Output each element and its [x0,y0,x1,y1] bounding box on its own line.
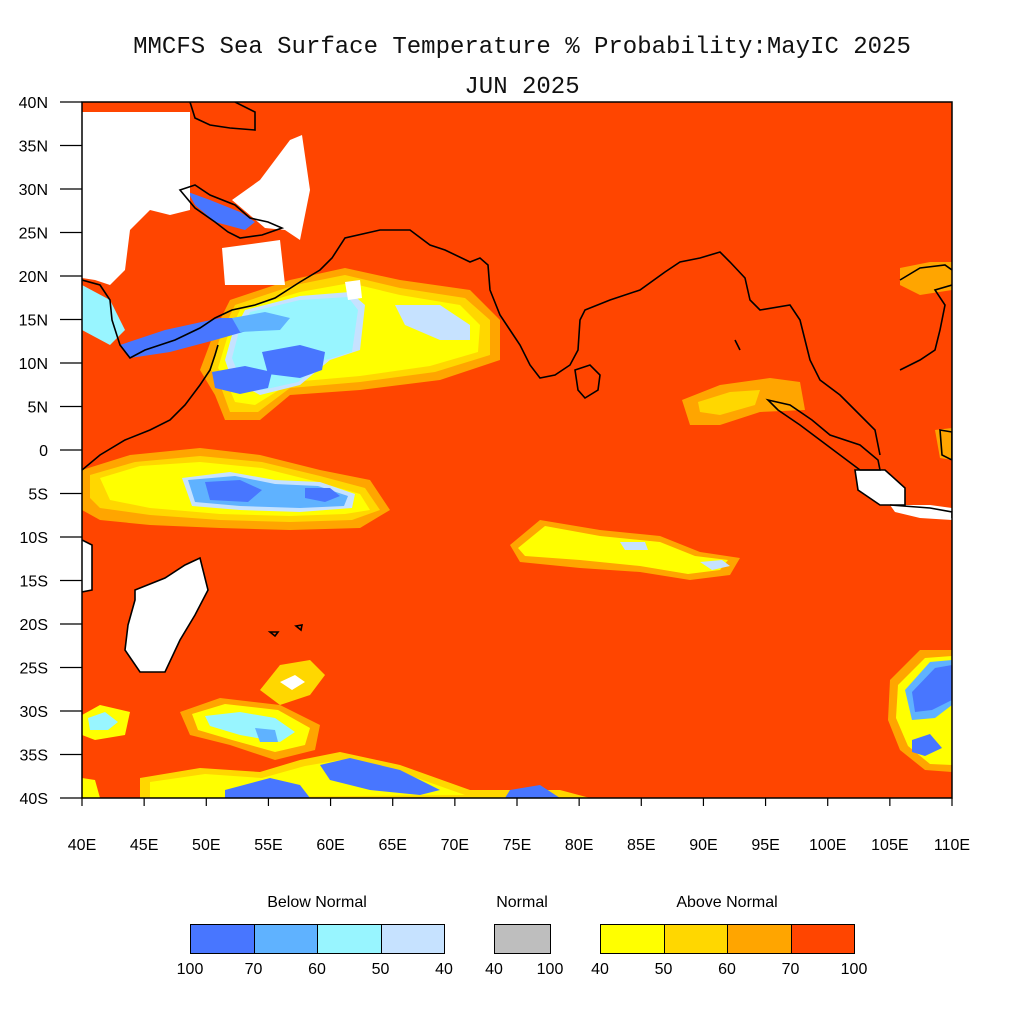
x-axis-ticks: 40E 45E 50E 55E 60E 65E 70E 75E 80E 85E 90E 95E 100E… [68,798,970,854]
legend-label: 60 [718,961,736,978]
legend-title-normal: Normal [496,894,548,911]
land-africa-coast [82,540,92,592]
legend-swatch [790,924,855,954]
andaman-yellow [935,428,952,460]
y-tick-label: 30N [19,182,48,199]
legend-label: 50 [654,961,673,978]
x-tick-label: 110E [934,837,970,854]
legend-label: 100 [176,961,204,978]
legend-swatch [380,924,445,954]
legend-label: 40 [435,961,453,978]
legend-label: 100 [536,961,564,978]
y-tick-label: 5S [28,487,48,504]
legend-label: 70 [244,961,263,978]
legend-title-below: Below Normal [267,894,367,911]
central-south-patch [620,542,648,550]
land-arabia [82,112,190,285]
x-tick-label: 55E [254,837,282,854]
y-tick-label: 40N [19,95,48,112]
equatorial-west-blue [205,480,262,502]
x-tick-label: 105E [871,837,908,854]
red-sea-strip [82,285,125,345]
y-tick-label: 15S [20,574,48,591]
y-tick-label: 20N [19,269,48,286]
y-tick-label: 15N [19,313,48,330]
x-tick-label: 85E [627,837,655,854]
y-tick-label: 25N [19,226,48,243]
south-blob-c-cyan [88,712,118,730]
south-bottom-blue-2 [225,778,310,798]
south-left-yellow [82,778,100,798]
x-tick-label: 90E [689,837,717,854]
legend-swatch [727,924,792,954]
x-tick-label: 45E [130,837,158,854]
legend-label: 100 [840,961,868,978]
legend-label: 70 [781,961,800,978]
equatorial-west-blue-2 [305,488,340,502]
southeast-blue [912,665,952,712]
persian-gulf-blue [188,192,255,230]
indochina-strip [900,262,952,295]
legend-label: 50 [371,961,390,978]
y-tick-label: 10N [19,356,48,373]
arabian-sea-blue-1 [262,345,325,378]
legend-swatch [494,924,551,954]
south-blob-b-white [280,675,305,690]
arabian-sea-lightgrey [395,305,470,340]
y-tick-label: 0 [39,443,48,460]
x-tick-label: 65E [378,837,406,854]
chart-title: MMCFS Sea Surface Temperature % Probabil… [133,34,911,61]
gulf-aden-lightblue [232,312,290,332]
bay-bengal-yellow [698,390,760,415]
legend-swatch [190,924,255,954]
legend-label: 60 [308,961,326,978]
y-tick-label: 35N [19,139,48,156]
coastlines [82,102,952,673]
y-tick-label: 35S [20,748,48,765]
south-bottom-blue-3 [505,785,560,798]
arabian-sea-blue-2 [212,366,272,394]
y-tick-label: 40S [20,791,48,808]
y-tick-label: 10S [20,530,48,547]
y-tick-label: 5N [28,400,48,417]
y-axis-ticks: 40N 35N 30N 25N 20N 15N 10N 5N 0 5S 10S 15S 20S 25S 30… [19,95,82,808]
x-tick-label: 40E [68,837,96,854]
central-south-lightblue [700,560,730,570]
x-tick-label: 70E [441,837,469,854]
x-tick-label: 60E [316,837,344,854]
x-tick-label: 80E [565,837,593,854]
chart-subtitle: JUN 2025 [464,74,580,101]
south-bottom-blue-1 [320,758,440,795]
legend-swatch [317,924,382,954]
land-arabian-desert [345,280,362,300]
land-iran [232,135,310,240]
y-tick-label: 30S [20,704,48,721]
legend-label: 40 [591,961,609,978]
y-tick-label: 20S [20,617,48,634]
central-south-yellow [518,526,728,574]
legend-swatch [663,924,728,954]
y-tick-label: 25S [20,661,48,678]
legend-title-above: Above Normal [676,894,778,911]
legend-swatch [253,924,318,954]
southeast-blue-2 [912,734,942,756]
x-tick-label: 50E [192,837,220,854]
x-tick-label: 100E [809,837,846,854]
x-tick-label: 95E [751,837,779,854]
south-blob-a-blue [255,728,278,742]
legend-swatch [600,924,665,954]
x-tick-label: 75E [503,837,531,854]
land-arabia-south [222,240,285,285]
legend-label: 40 [485,961,503,978]
